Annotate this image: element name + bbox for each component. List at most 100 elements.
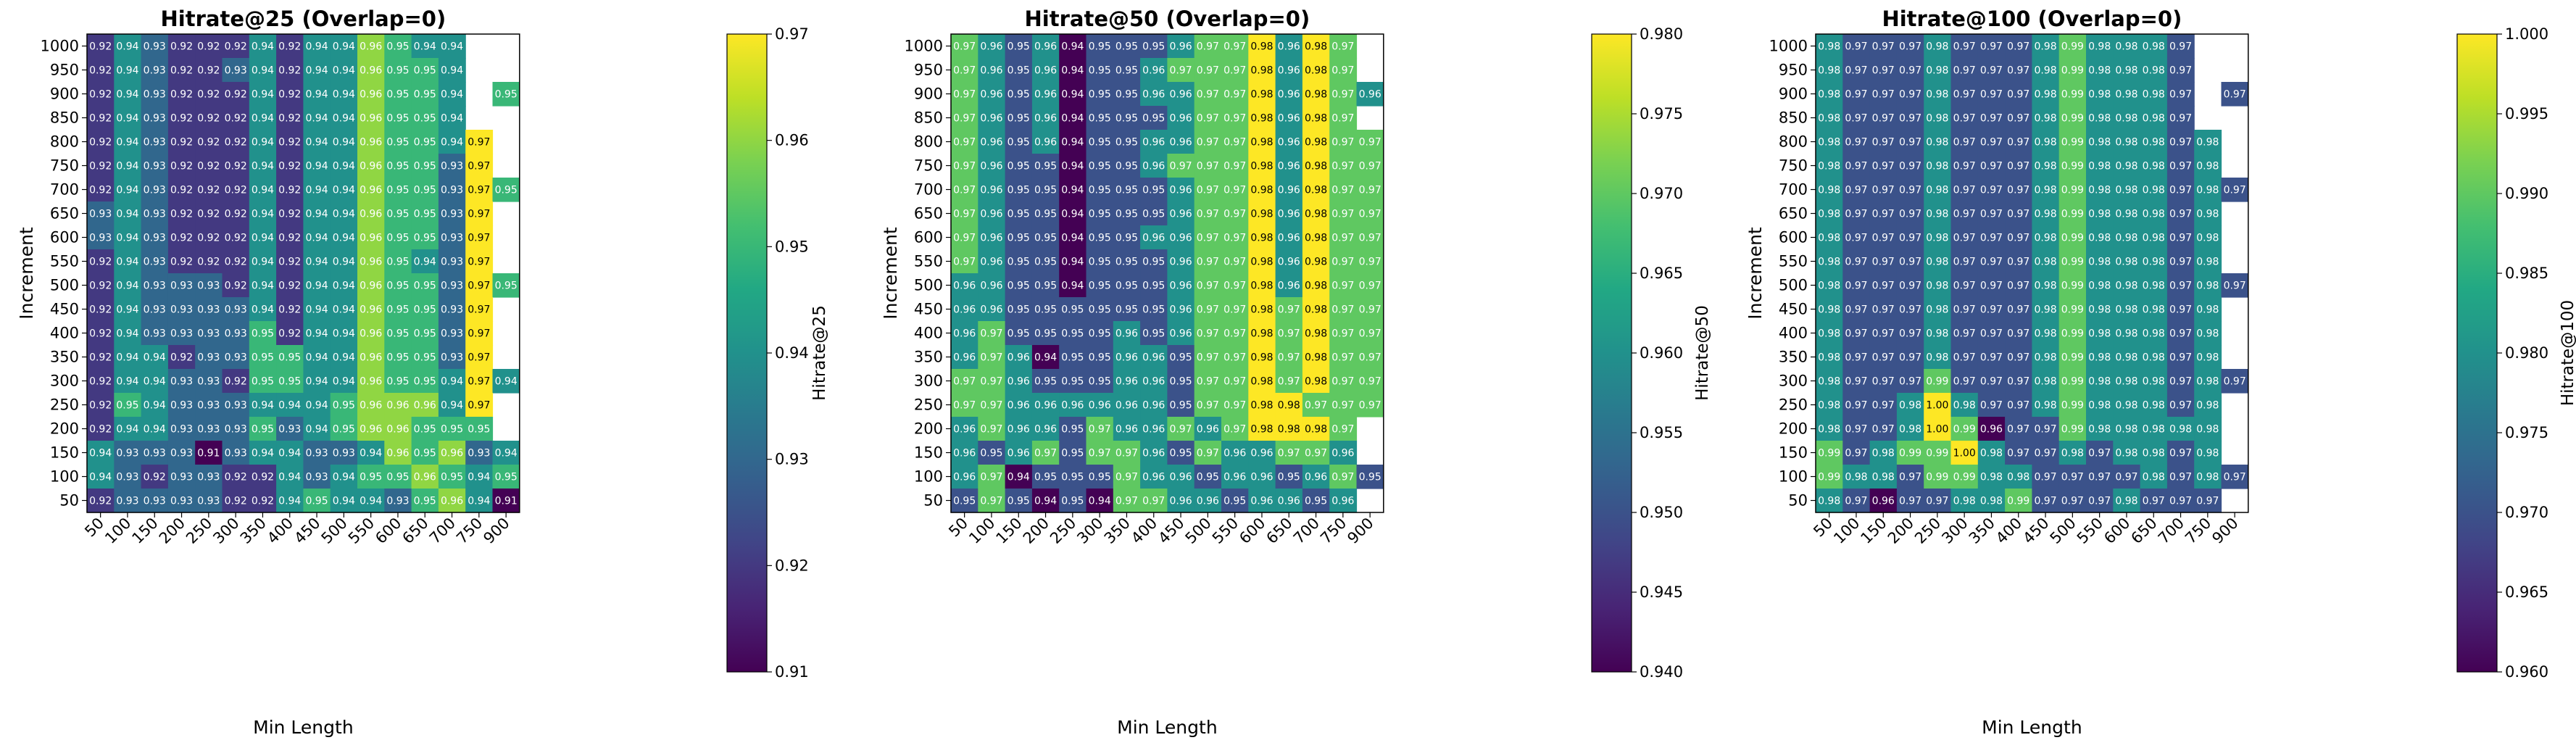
heatmap-cell — [141, 369, 169, 394]
cell-label: 0.94 — [252, 41, 274, 53]
heatmap-cell — [438, 297, 466, 322]
heatmap-cell — [141, 154, 169, 178]
cell-label: 0.92 — [225, 89, 247, 101]
cell-label: 0.98 — [2115, 352, 2137, 364]
heatmap-cell — [1005, 201, 1033, 226]
cell-label: 0.95 — [1089, 41, 1111, 53]
heatmap-cell — [330, 201, 358, 226]
y-tick-label: 450 — [1779, 301, 1808, 318]
heatmap-cell — [167, 297, 196, 322]
cell-label: 0.95 — [1359, 472, 1382, 483]
cell-label: 0.98 — [2115, 137, 2137, 149]
cell-label: 0.93 — [144, 185, 166, 196]
cell-label: 0.91 — [197, 448, 220, 460]
heatmap-cell — [978, 273, 1006, 298]
heatmap-cell — [195, 369, 223, 394]
x-tick-label: 450 — [1155, 515, 1187, 547]
colorbar-tick-label: 0.955 — [1640, 424, 1683, 441]
heatmap-cell — [114, 489, 142, 513]
colorbar-tick-label: 0.995 — [2505, 105, 2548, 122]
heatmap-cell — [195, 345, 223, 370]
heatmap-cell — [1221, 106, 1249, 130]
cell-label: 0.97 — [1845, 89, 1867, 101]
cell-label: 0.96 — [1250, 448, 1273, 460]
cell-label: 0.96 — [1115, 424, 1138, 436]
heatmap-cell — [978, 154, 1006, 178]
cell-label: 0.95 — [495, 185, 518, 196]
heatmap-cell — [276, 393, 304, 417]
cell-label: 0.98 — [2143, 257, 2165, 268]
y-axis-label: Increment — [880, 227, 901, 320]
heatmap-cell — [141, 249, 169, 274]
cell-label: 0.94 — [252, 137, 274, 149]
cell-label: 0.98 — [1250, 280, 1273, 292]
cell-label: 0.98 — [2034, 233, 2056, 244]
cell-label: 0.97 — [1331, 65, 1354, 77]
heatmap-cell — [411, 441, 439, 465]
y-tick-label: 200 — [1779, 420, 1808, 438]
cell-label: 0.98 — [2061, 448, 2084, 460]
cell-label: 0.97 — [1899, 352, 1921, 364]
x-tick-label: 100 — [965, 515, 998, 547]
cell-label: 0.92 — [225, 233, 247, 244]
cell-label: 0.94 — [333, 472, 355, 483]
cell-label: 0.94 — [252, 65, 274, 77]
heatmap-cell — [357, 106, 385, 130]
cell-label: 0.97 — [2007, 400, 2029, 412]
cell-label: 0.97 — [1953, 65, 1976, 77]
cell-label: 0.97 — [1872, 161, 1895, 173]
heatmap-cell — [303, 130, 331, 154]
cell-label: 0.96 — [1115, 328, 1138, 340]
cell-label: 0.97 — [1223, 400, 1246, 412]
heatmap-cell — [465, 393, 494, 417]
heatmap-panel-1: Hitrate@25 (Overlap=0)0.92 0.94 0.93 0.92 0.… — [16, 7, 829, 738]
cell-label: 0.95 — [414, 113, 436, 125]
x-tick-label: 500 — [318, 515, 351, 547]
cell-label: 0.92 — [170, 257, 193, 268]
y-tick-label: 150 — [1779, 444, 1808, 462]
heatmap-cell — [276, 297, 304, 322]
heatmap-cell — [330, 273, 358, 298]
cell-label: 0.98 — [1872, 472, 1895, 483]
heatmap-cell — [114, 369, 142, 394]
cell-label: 0.96 — [1142, 233, 1165, 244]
cell-label: 0.95 — [1061, 304, 1084, 316]
heatmap-cell — [1275, 106, 1303, 130]
cell-label: 0.95 — [116, 400, 138, 412]
heatmap-cell — [303, 489, 331, 513]
cell-label: 0.91 — [495, 496, 518, 507]
heatmap-cell — [951, 82, 979, 107]
cell-label: 0.97 — [1980, 137, 2003, 149]
cell-label: 0.96 — [1034, 137, 1057, 149]
heatmap-cell — [465, 178, 494, 202]
cell-label: 0.96 — [953, 352, 976, 364]
x-tick-label: 150 — [992, 515, 1025, 547]
cell-label: 0.97 — [1980, 185, 2003, 196]
cell-label: 0.97 — [2169, 137, 2192, 149]
cell-label: 0.97 — [1278, 328, 1300, 340]
cell-label: 0.98 — [1818, 209, 1840, 220]
cell-label: 0.93 — [144, 257, 166, 268]
cell-label: 0.98 — [1305, 233, 1327, 244]
cell-label: 0.97 — [953, 137, 976, 149]
y-tick-label: 850 — [914, 109, 943, 127]
cell-label: 0.94 — [252, 233, 274, 244]
heatmap-cell — [1031, 178, 1060, 202]
heatmap-cell — [411, 273, 439, 298]
cell-label: 0.98 — [1899, 424, 1921, 436]
cell-label: 0.95 — [1115, 209, 1138, 220]
cell-label: 0.97 — [2007, 352, 2029, 364]
cell-label: 0.92 — [197, 209, 220, 220]
cell-label: 0.98 — [2143, 209, 2165, 220]
cell-label: 0.97 — [1953, 185, 1976, 196]
plot-frame — [86, 33, 520, 513]
cell-label: 0.95 — [1061, 352, 1084, 364]
heatmap-cell — [222, 34, 250, 59]
cell-label: 0.92 — [170, 89, 193, 101]
cell-label: 0.95 — [1034, 161, 1057, 173]
cell-label: 0.95 — [1169, 376, 1192, 388]
cell-label: 0.94 — [252, 185, 274, 196]
heatmap-cell — [222, 393, 250, 417]
y-tick-label: 950 — [1779, 62, 1808, 79]
y-tick-label: 650 — [914, 205, 943, 223]
